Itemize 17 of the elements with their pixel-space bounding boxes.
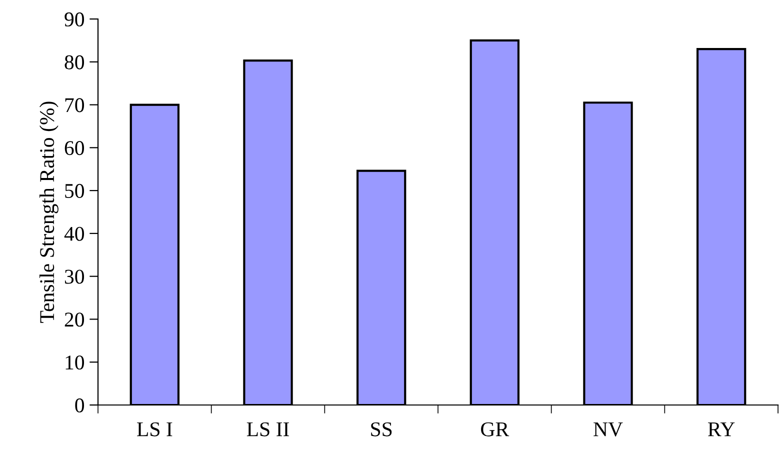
y-tick-label: 50 bbox=[65, 184, 84, 198]
x-tick-label: LS I bbox=[137, 422, 172, 436]
y-tick-label: 70 bbox=[65, 98, 84, 112]
y-tick-label: 10 bbox=[66, 355, 84, 370]
y-axis-title: Tensile Strength Ratio (%) bbox=[39, 102, 58, 323]
x-tick-label: NV bbox=[594, 422, 623, 436]
y-tick-label: 30 bbox=[64, 270, 84, 284]
y-tick-label: 60 bbox=[64, 141, 84, 156]
y-tick-label: 40 bbox=[64, 226, 84, 241]
y-tick-label: 90 bbox=[64, 12, 84, 26]
x-tick-label: SS bbox=[371, 422, 392, 436]
x-tick-label: RY bbox=[708, 422, 735, 436]
x-tick-label: GR bbox=[481, 422, 510, 436]
x-tick-label: LS II bbox=[246, 422, 289, 436]
y-tick-label: 20 bbox=[64, 312, 84, 327]
y-tick-label: 0 bbox=[75, 398, 84, 412]
y-tick-label: 80 bbox=[64, 55, 84, 70]
